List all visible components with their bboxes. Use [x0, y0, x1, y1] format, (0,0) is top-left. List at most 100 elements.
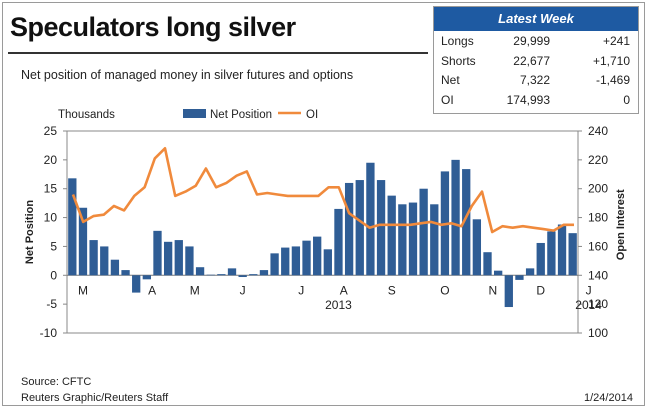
title-divider: [8, 52, 428, 54]
left-tick-label: -5: [46, 297, 57, 311]
net-position-bar: [259, 270, 269, 276]
net-position-bar: [227, 268, 237, 276]
right-tick-label: 100: [588, 326, 608, 340]
month-label: J: [240, 283, 246, 297]
month-label: D: [536, 283, 545, 297]
net-position-bar: [568, 233, 577, 276]
net-position-bar: [547, 231, 556, 276]
month-label: J: [298, 283, 304, 297]
net-position-bar: [398, 204, 407, 276]
net-position-bar: [110, 259, 120, 276]
legend: Net Position OI: [183, 109, 318, 121]
net-position-bar: [366, 162, 375, 276]
row-change: +241: [602, 34, 630, 48]
left-tick-label: -10: [40, 326, 58, 340]
row-label: Longs: [441, 34, 474, 48]
net-position-bar: [515, 275, 524, 280]
left-tick-label: 5: [50, 239, 57, 253]
right-tick-label: 200: [588, 182, 608, 196]
row-label: Shorts: [441, 53, 476, 68]
left-tick-label: 25: [44, 124, 58, 138]
net-position-bar: [355, 180, 364, 276]
net-position-bar: [323, 249, 332, 276]
net-position-bar: [195, 267, 205, 276]
net-position-bar: [238, 275, 247, 278]
month-label: J: [586, 283, 592, 297]
net-position-bar: [121, 270, 130, 276]
net-position-bar: [142, 275, 151, 280]
left-axis-title: Net Position: [24, 200, 36, 264]
net-position-bar: [217, 274, 226, 276]
net-position-bar: [313, 236, 322, 276]
net-position-bar: [525, 268, 535, 276]
month-label: S: [388, 283, 396, 297]
net-position-bar: [78, 207, 88, 276]
legend-label-net-position: Net Position: [210, 109, 272, 121]
right-axis-title: Open Interest: [615, 189, 627, 260]
grid: [66, 130, 579, 334]
row-value: 174,993: [506, 92, 550, 107]
net-position-bar: [419, 188, 428, 276]
net-position-bar: [376, 180, 386, 276]
net-position-bar: [163, 241, 173, 276]
month-label: A: [340, 283, 348, 297]
axes: 25 20 15 10 5 0 -5 -10 240 220 200 180 160 140 120 100 M…: [24, 109, 627, 340]
row-label: Net: [441, 73, 460, 87]
right-tick-label: 120: [588, 297, 608, 311]
net-position-bar: [153, 230, 162, 276]
latest-week-row: OI 174,993 0: [434, 90, 638, 110]
net-position-bar: [68, 178, 77, 276]
net-position-bar: [291, 246, 301, 276]
month-label: A: [148, 283, 156, 297]
right-tick-label: 220: [588, 153, 608, 167]
row-change: -1,469: [595, 73, 630, 87]
left-tick-label: 10: [44, 211, 58, 225]
net-position-bar: [270, 253, 279, 276]
net-position-bar: [483, 252, 492, 276]
plot-area: [66, 130, 579, 334]
right-tick-label: 160: [588, 239, 608, 253]
net-position-bars: [68, 159, 577, 308]
units-label: Thousands: [58, 109, 115, 121]
right-tick-label: 140: [588, 268, 608, 282]
row-label: OI: [441, 92, 454, 107]
right-tick-label: 180: [588, 211, 608, 225]
source-note: Source: CFTC: [21, 376, 92, 388]
row-change: +1,710: [592, 53, 630, 68]
date-note: 1/24/2014: [584, 392, 633, 404]
latest-week-row: Longs 29,999 +241: [434, 31, 638, 51]
right-tick-label: 240: [588, 124, 608, 138]
credit-note: Reuters Graphic/Reuters Staff: [21, 392, 169, 404]
latest-week-panel: Latest Week Longs 29,999 +241 Shorts 22,…: [433, 6, 639, 114]
left-tick-label: 0: [50, 268, 57, 282]
page-title: Speculators long silver: [10, 12, 296, 42]
net-position-bar: [536, 242, 545, 276]
row-value: 7,322: [519, 73, 550, 87]
net-position-bar: [430, 204, 439, 276]
net-position-bar: [408, 202, 418, 276]
month-label: M: [190, 283, 200, 297]
latest-week-title: Latest Week: [434, 7, 638, 31]
net-position-bar: [494, 270, 503, 276]
legend-label-oi: OI: [306, 109, 318, 121]
net-position-bar: [334, 208, 343, 276]
net-position-bar: [132, 275, 141, 293]
net-position-bar: [174, 240, 183, 276]
net-position-bar: [387, 195, 396, 276]
month-label: N: [488, 283, 497, 297]
oi-line: [71, 147, 574, 234]
row-change: 0: [623, 92, 630, 107]
net-position-bar: [472, 219, 482, 276]
row-value: 29,999: [513, 34, 550, 48]
net-position-bar: [504, 275, 513, 308]
year-label: 2014: [575, 298, 602, 312]
legend-swatch-net-position: [183, 109, 206, 118]
net-position-bar: [249, 274, 258, 276]
net-position-bar: [557, 224, 567, 276]
year-label: 2013: [325, 298, 352, 312]
chart-subtitle: Net position of managed money in silver …: [21, 68, 354, 82]
net-position-bar: [206, 274, 215, 276]
net-position-bar: [185, 246, 194, 276]
net-position-bar: [89, 240, 98, 276]
month-label: O: [440, 283, 449, 297]
